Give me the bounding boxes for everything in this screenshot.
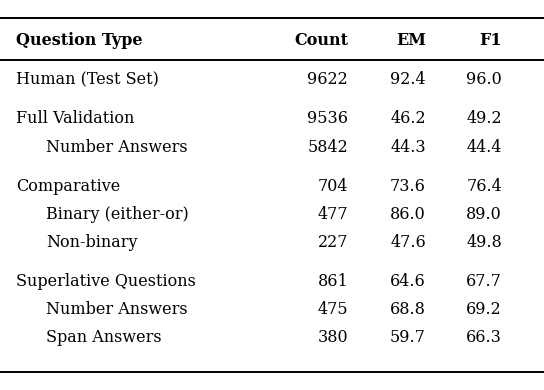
Text: Human (Test Set): Human (Test Set) xyxy=(16,71,159,89)
Text: Full Validation: Full Validation xyxy=(16,110,135,128)
Text: 92.4: 92.4 xyxy=(391,71,426,89)
Text: 73.6: 73.6 xyxy=(390,177,426,195)
Text: 59.7: 59.7 xyxy=(390,329,426,346)
Text: 66.3: 66.3 xyxy=(466,329,502,346)
Text: Question Type: Question Type xyxy=(16,32,143,50)
Text: 64.6: 64.6 xyxy=(390,273,426,290)
Text: 47.6: 47.6 xyxy=(390,234,426,251)
Text: 477: 477 xyxy=(318,206,348,223)
Text: Number Answers: Number Answers xyxy=(46,138,188,156)
Text: Span Answers: Span Answers xyxy=(46,329,162,346)
Text: 69.2: 69.2 xyxy=(466,301,502,318)
Text: 44.3: 44.3 xyxy=(391,138,426,156)
Text: 227: 227 xyxy=(318,234,348,251)
Text: Binary (either-or): Binary (either-or) xyxy=(46,206,189,223)
Text: 76.4: 76.4 xyxy=(466,177,502,195)
Text: 704: 704 xyxy=(318,177,348,195)
Text: Non-binary: Non-binary xyxy=(46,234,138,251)
Text: 67.7: 67.7 xyxy=(466,273,502,290)
Text: 89.0: 89.0 xyxy=(466,206,502,223)
Text: EM: EM xyxy=(396,32,426,50)
Text: 49.8: 49.8 xyxy=(466,234,502,251)
Text: 861: 861 xyxy=(317,273,348,290)
Text: F1: F1 xyxy=(479,32,502,50)
Text: 9536: 9536 xyxy=(307,110,348,128)
Text: 96.0: 96.0 xyxy=(466,71,502,89)
Text: 9622: 9622 xyxy=(307,71,348,89)
Text: Count: Count xyxy=(294,32,348,50)
Text: 49.2: 49.2 xyxy=(467,110,502,128)
Text: 44.4: 44.4 xyxy=(467,138,502,156)
Text: 5842: 5842 xyxy=(307,138,348,156)
Text: Superlative Questions: Superlative Questions xyxy=(16,273,196,290)
Text: Number Answers: Number Answers xyxy=(46,301,188,318)
Text: 46.2: 46.2 xyxy=(391,110,426,128)
Text: 475: 475 xyxy=(318,301,348,318)
Text: 86.0: 86.0 xyxy=(390,206,426,223)
Text: Comparative: Comparative xyxy=(16,177,121,195)
Text: 68.8: 68.8 xyxy=(390,301,426,318)
Text: 380: 380 xyxy=(318,329,348,346)
